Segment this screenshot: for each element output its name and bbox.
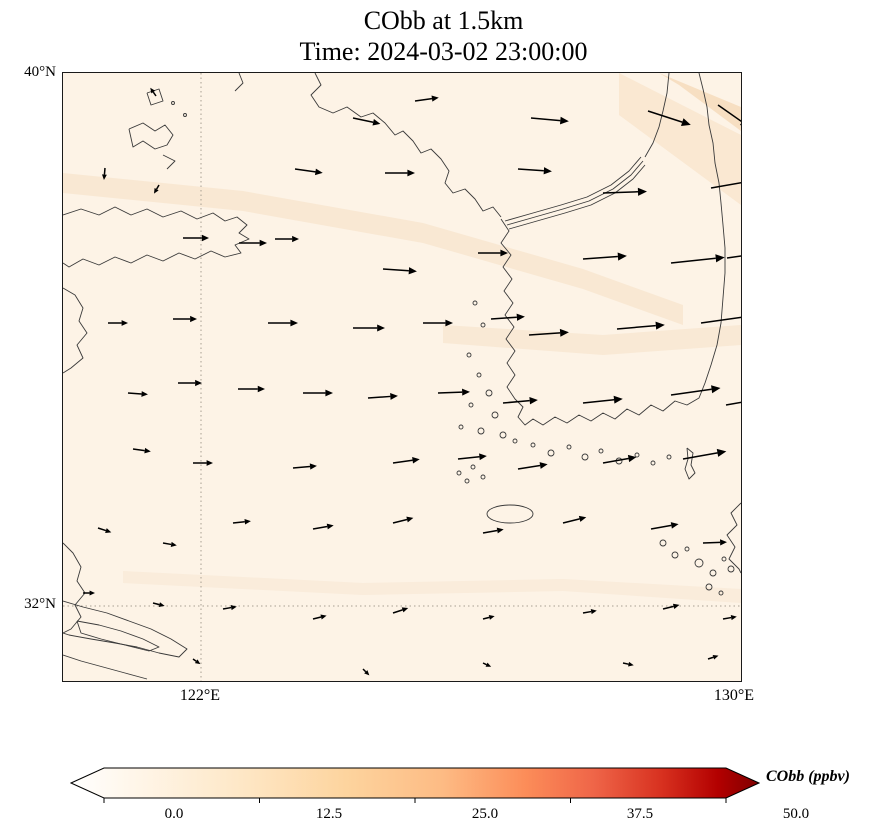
colorbar	[69, 766, 761, 806]
colorbar-tick-0: 0.0	[164, 806, 184, 822]
colorbar-tick-2: 25.0	[471, 806, 499, 822]
figure-subtitle: Time: 2024-03-02 23:00:00	[299, 37, 588, 66]
figure-title: CObb at 1.5km	[363, 6, 524, 35]
xtick-122e: 122°E	[179, 687, 221, 704]
xtick-130e: 130°E	[713, 687, 755, 704]
colorbar-tick-3: 37.5	[626, 806, 654, 822]
colorbar-gradient	[69, 767, 761, 803]
map-canvas	[63, 73, 741, 681]
colorbar-tick-1: 12.5	[315, 806, 343, 822]
map-plot	[62, 72, 742, 682]
ytick-40n: 40°N	[24, 64, 56, 80]
colorbar-tick-4: 50.0	[782, 806, 810, 822]
ytick-32n: 32°N	[24, 596, 56, 612]
colorbar-label: CObb (ppbv)	[766, 768, 850, 785]
